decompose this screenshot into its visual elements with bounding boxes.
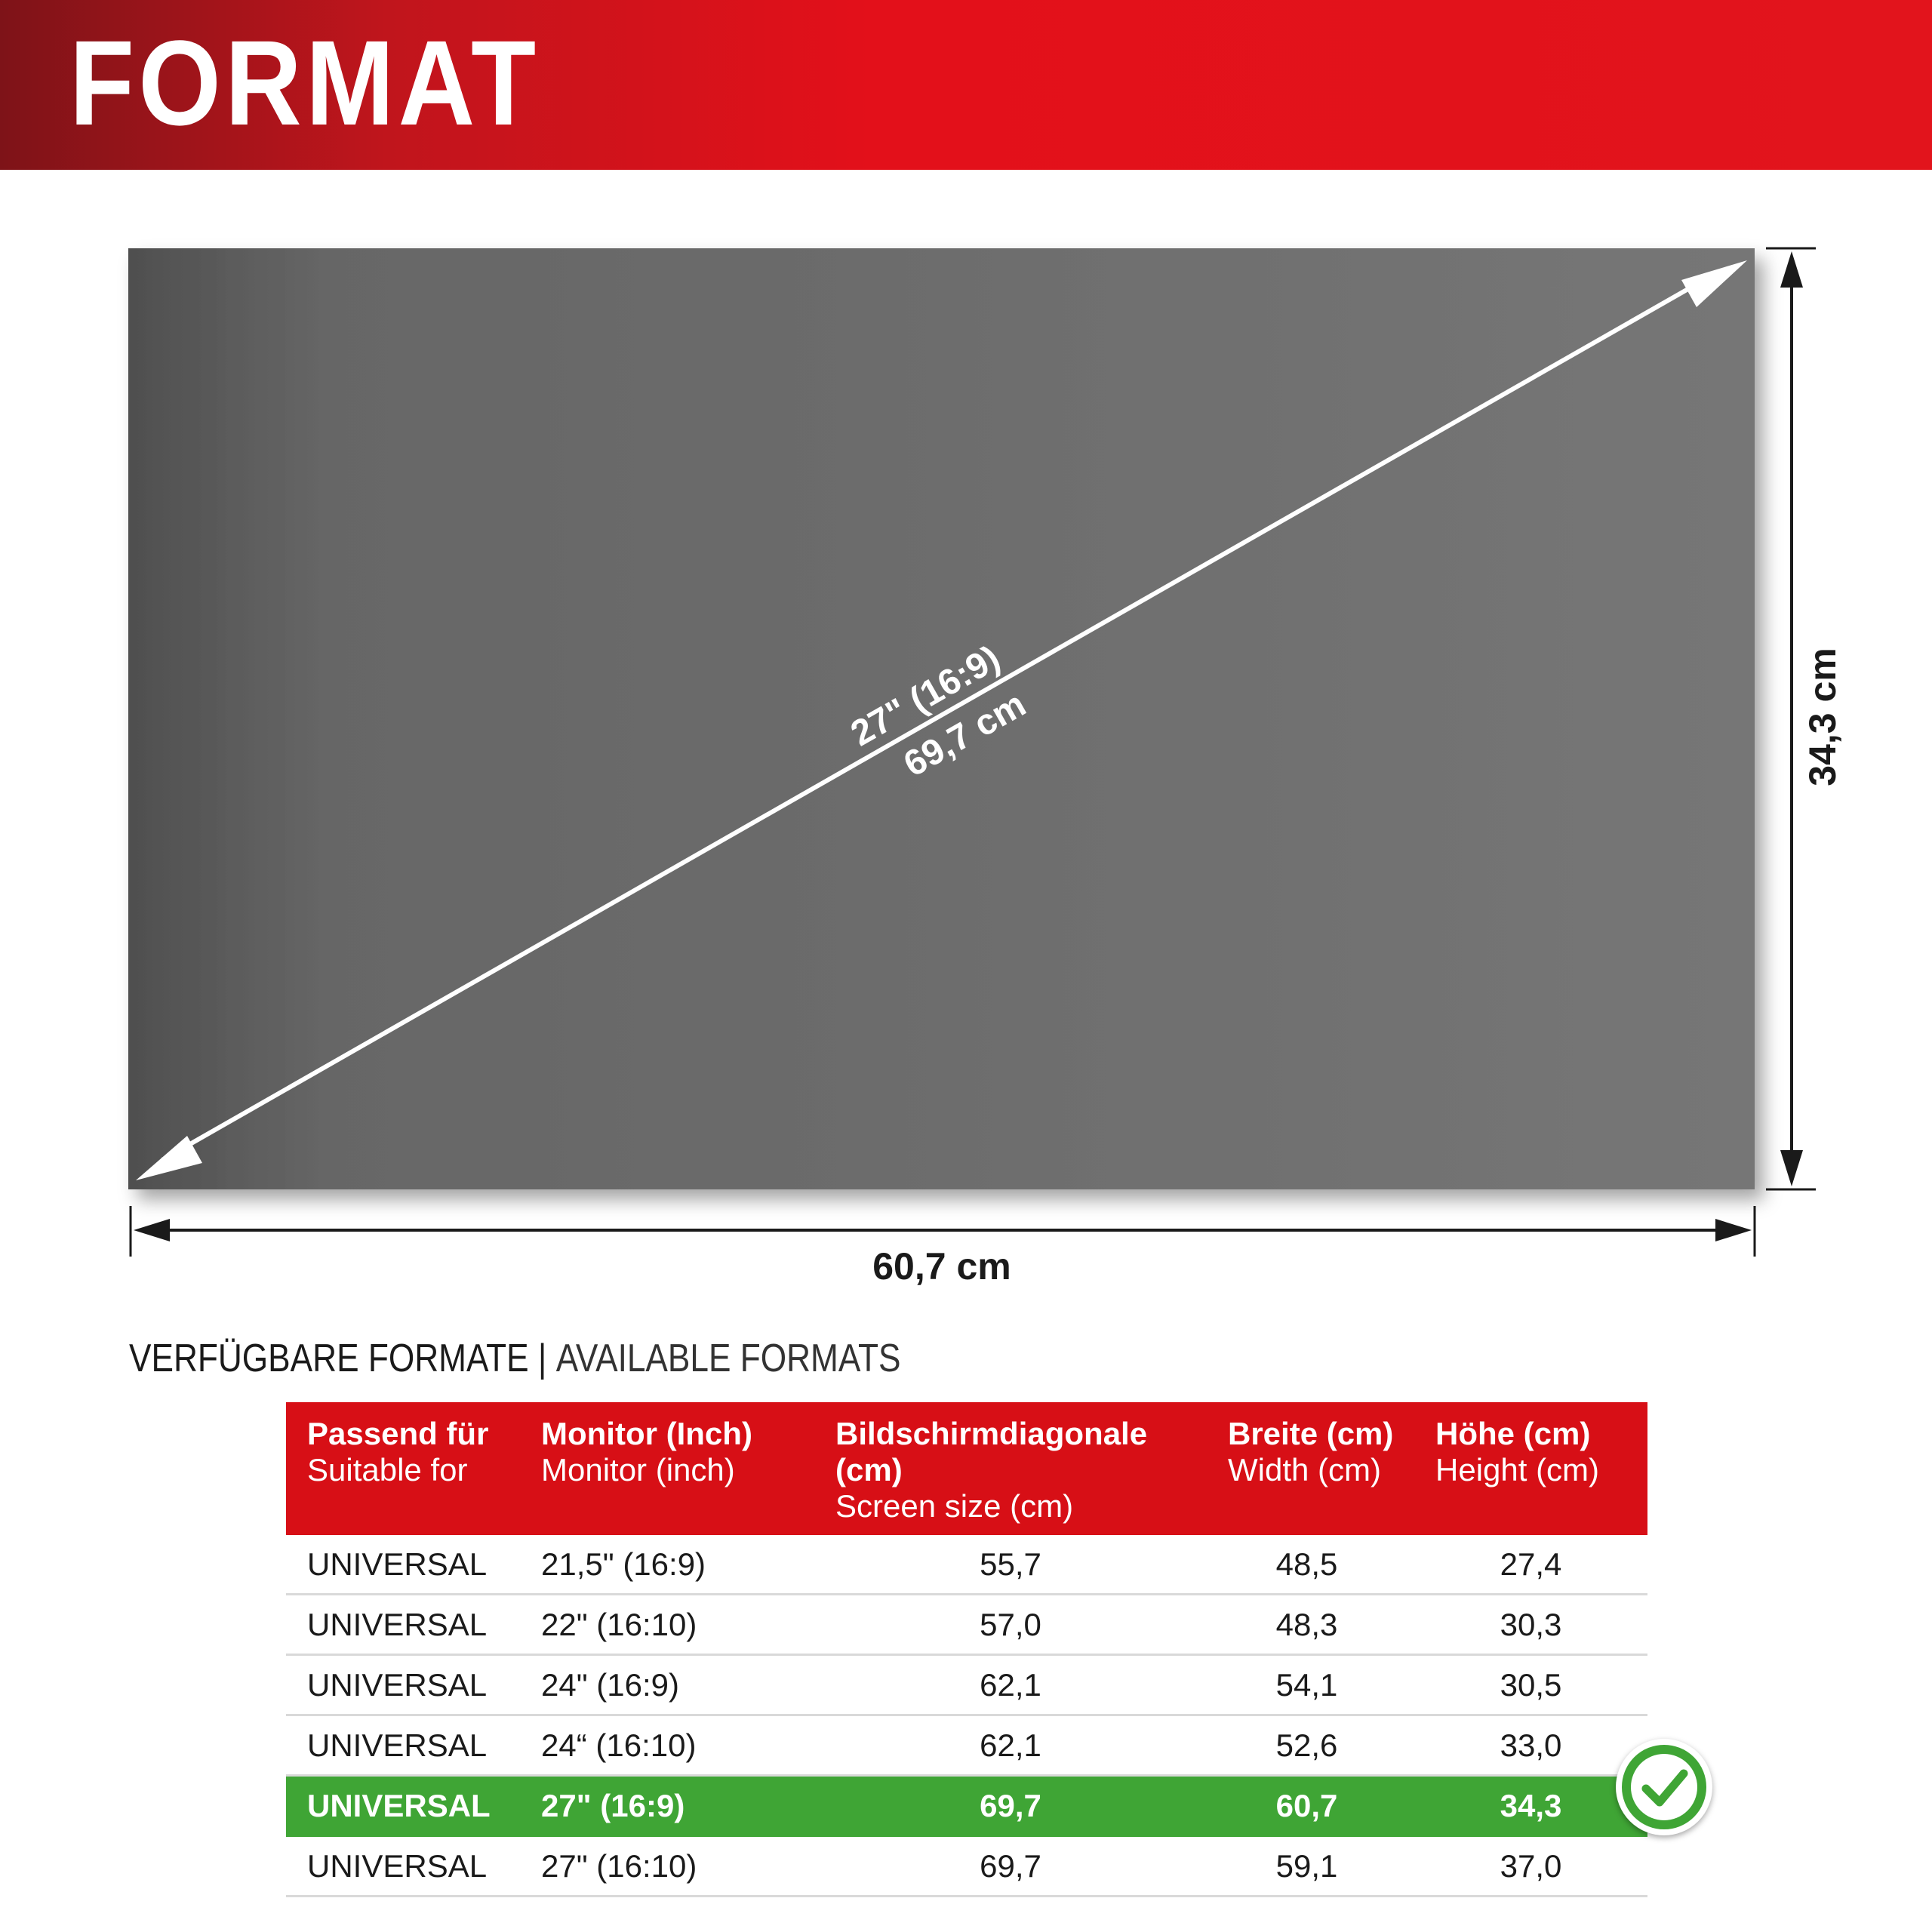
height-dimension — [1766, 247, 1816, 1191]
table-row: UNIVERSAL 22" (16:10) 57,0 48,3 30,3 — [286, 1594, 1647, 1656]
cell-monitor: 21,5" (16:9) — [520, 1535, 814, 1595]
cell-screen-size: 57,0 — [814, 1594, 1207, 1656]
cell-height: 27,4 — [1414, 1535, 1647, 1595]
cell-monitor: 24“ (16:10) — [520, 1715, 814, 1777]
table-row: UNIVERSAL 27" (16:9) 69,7 60,7 34,3 — [286, 1775, 1647, 1837]
cell-monitor: 27" (16:10) — [520, 1835, 814, 1897]
cell-width: 48,5 — [1207, 1535, 1414, 1595]
cell-monitor: 24" (16:9) — [520, 1654, 814, 1716]
cell-suitable-for: UNIVERSAL — [286, 1715, 520, 1777]
cell-screen-size: 62,1 — [814, 1715, 1207, 1777]
header-en: Width (cm) — [1228, 1452, 1381, 1487]
cell-screen-size: 62,1 — [814, 1654, 1207, 1716]
header-de: Passend für — [307, 1416, 489, 1451]
cell-monitor: 22" (16:10) — [520, 1594, 814, 1656]
cell-height: 30,3 — [1414, 1594, 1647, 1656]
table-row: UNIVERSAL 24“ (16:10) 62,1 52,6 33,0 — [286, 1715, 1647, 1777]
height-label: 34,3 cm — [1801, 648, 1844, 786]
section-title-de: VERFÜGBARE FORMATE — [129, 1337, 529, 1380]
cell-width: 59,1 — [1207, 1835, 1414, 1897]
screen-dimension-figure: 27" (16:9) 69,7 cm 60,7 cm 34,3 cm — [128, 247, 1844, 1287]
checkmark-circle-icon — [1616, 1739, 1712, 1835]
cell-height: 34,3 — [1414, 1775, 1647, 1837]
header-de: Bildschirmdiagonale (cm) — [835, 1416, 1148, 1487]
width-dimension — [129, 1206, 1756, 1257]
header-de: Monitor (Inch) — [541, 1416, 752, 1451]
cell-height: 30,5 — [1414, 1654, 1647, 1716]
cell-height: 37,0 — [1414, 1835, 1647, 1897]
section-separator: | — [537, 1337, 547, 1380]
table-header-row: Passend für Suitable for Monitor (Inch) Mo… — [286, 1402, 1647, 1535]
cell-suitable-for: UNIVERSAL — [286, 1775, 520, 1837]
header-en: Monitor (inch) — [541, 1452, 735, 1487]
header-width: Breite (cm) Width (cm) — [1207, 1402, 1414, 1535]
cell-monitor: 27" (16:9) — [520, 1775, 814, 1837]
cell-suitable-for: UNIVERSAL — [286, 1594, 520, 1656]
table-row: UNIVERSAL 27" (16:10) 69,7 59,1 37,0 — [286, 1835, 1647, 1897]
cell-width: 52,6 — [1207, 1715, 1414, 1777]
header-screen-size: Bildschirmdiagonale (cm) Screen size (cm) — [814, 1402, 1207, 1535]
cell-width: 60,7 — [1207, 1775, 1414, 1837]
formats-table: Passend für Suitable for Monitor (Inch) Mo… — [286, 1402, 1647, 1897]
header-de: Höhe (cm) — [1435, 1416, 1591, 1451]
cell-suitable-for: UNIVERSAL — [286, 1535, 520, 1595]
page-title: FORMAT — [69, 15, 540, 150]
width-label: 60,7 cm — [872, 1245, 1011, 1287]
header-en: Height (cm) — [1435, 1452, 1600, 1487]
header-en: Suitable for — [307, 1452, 468, 1487]
header-banner: FORMAT — [0, 0, 1932, 170]
header-de: Breite (cm) — [1228, 1416, 1394, 1451]
cell-screen-size: 55,7 — [814, 1535, 1207, 1595]
header-height: Höhe (cm) Height (cm) — [1414, 1402, 1647, 1535]
table-row: UNIVERSAL 24" (16:9) 62,1 54,1 30,5 — [286, 1654, 1647, 1716]
cell-width: 48,3 — [1207, 1594, 1414, 1656]
cell-screen-size: 69,7 — [814, 1775, 1207, 1837]
header-suitable-for: Passend für Suitable for — [286, 1402, 520, 1535]
cell-suitable-for: UNIVERSAL — [286, 1835, 520, 1897]
cell-width: 54,1 — [1207, 1654, 1414, 1716]
cell-screen-size: 69,7 — [814, 1835, 1207, 1897]
cell-suitable-for: UNIVERSAL — [286, 1654, 520, 1716]
cell-height: 33,0 — [1414, 1715, 1647, 1777]
header-monitor: Monitor (Inch) Monitor (inch) — [520, 1402, 814, 1535]
section-title-en: AVAILABLE FORMATS — [555, 1337, 901, 1380]
table-row: UNIVERSAL 21,5" (16:9) 55,7 48,5 27,4 — [286, 1535, 1647, 1595]
section-title: VERFÜGBARE FORMATE | AVAILABLE FORMATS — [129, 1336, 901, 1381]
diagonal-arrow — [136, 260, 1747, 1180]
header-en: Screen size (cm) — [835, 1488, 1074, 1524]
